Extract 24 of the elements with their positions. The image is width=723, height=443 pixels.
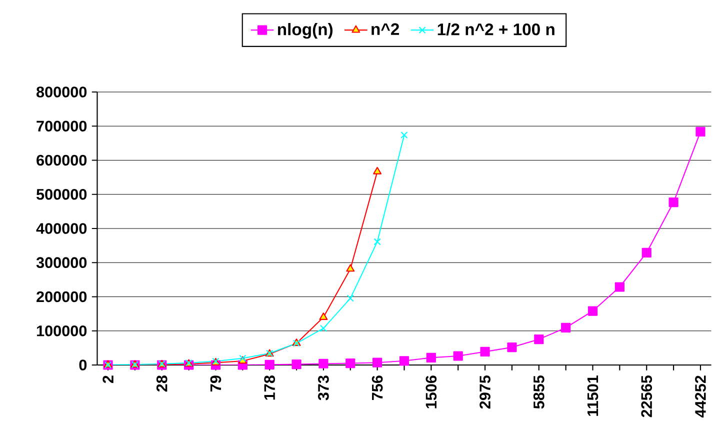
x-tick-label: 178	[264, 376, 276, 400]
x-tick-label: 5855	[533, 375, 544, 409]
y-tick-label: 600000	[36, 154, 87, 166]
x-tick-label: 2975	[480, 375, 490, 409]
y-tick-label: 800000	[36, 86, 87, 98]
legend-label: 1/2 n^2 + 100 n	[438, 23, 554, 36]
y-tick-label: 700000	[36, 120, 87, 132]
legend-label: n^2	[372, 23, 399, 35]
x-tick-label: 2	[102, 376, 114, 384]
x-tick-label: 11501	[587, 375, 598, 416]
x-tick-label: 79	[210, 376, 222, 392]
y-tick-label: 200000	[36, 291, 87, 302]
x-tick-label: 44252	[695, 376, 706, 418]
x-tick-label: 28	[156, 376, 168, 392]
x-tick-label: 373	[318, 376, 329, 400]
y-tick-label: 300000	[36, 257, 87, 268]
x-tick-label: 22565	[641, 375, 652, 418]
y-tick-label: 400000	[36, 223, 87, 234]
legend-label: nlog(n)	[278, 23, 333, 39]
x-tick-label: 756	[372, 376, 383, 400]
x-tick-label: 1506	[426, 376, 437, 408]
y-tick-label: 500000	[36, 188, 87, 200]
y-tick-label: 100000	[36, 325, 87, 336]
y-tick-label: 0	[79, 360, 87, 370]
